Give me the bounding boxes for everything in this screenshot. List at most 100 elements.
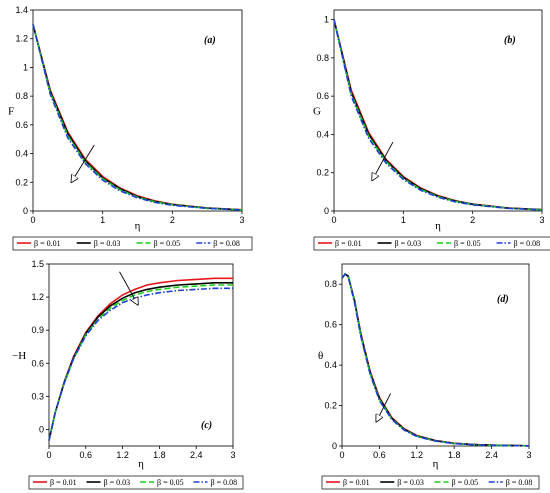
- x-tick-label: 3: [539, 215, 544, 225]
- legend-frame: [28, 475, 244, 490]
- y-tick-label: 0: [23, 206, 28, 216]
- trend-arrow: [119, 271, 138, 305]
- legend-label-4: β = 0.08: [514, 239, 541, 248]
- legend-label-2: β = 0.03: [397, 478, 424, 487]
- legend-label-4: β = 0.08: [506, 478, 533, 487]
- y-axis-label: F: [8, 106, 14, 118]
- legend-label-3: β = 0.05: [157, 478, 184, 487]
- x-axis-label: η: [435, 220, 441, 232]
- plot-frame: [333, 9, 543, 212]
- x-tick-label: 3: [526, 450, 531, 460]
- legend-label-3: β = 0.05: [454, 239, 481, 248]
- y-tick-label: 1.4: [15, 5, 28, 15]
- panel-c: 0 0.6 1.2 1.8 2.4 3 0 0.3 0.6 0.9 1.2 1.5 η −H (c) β = …: [12, 259, 244, 490]
- panel-a: 0 1 2 300.20.40.60.811.21.4ηF(a)β = 0.01 β =…: [8, 5, 253, 251]
- legend-label-3: β = 0.05: [154, 239, 181, 248]
- y-tick-label: 0: [324, 206, 329, 216]
- y-tick-label: 0: [39, 424, 44, 434]
- trend-arrow: [372, 141, 394, 180]
- series-line-2: [333, 19, 543, 211]
- y-axis-label: θ: [318, 350, 323, 362]
- y-tick-label: 1.5: [31, 259, 44, 269]
- series-line-2: [48, 281, 233, 441]
- panel-label: (b): [504, 35, 516, 46]
- x-axis-label: η: [135, 220, 141, 232]
- series-line-4: [341, 272, 530, 447]
- plot-frame: [32, 9, 243, 212]
- y-tick-label: 0.6: [316, 91, 329, 101]
- legend-label-3: β = 0.05: [452, 478, 479, 487]
- x-axis-label: η: [433, 458, 439, 470]
- plot-frame: [341, 263, 530, 447]
- x-tick-label: 2.4: [485, 450, 498, 460]
- y-tick-label: 1.2: [15, 34, 28, 44]
- y-tick-label: 0.4: [324, 360, 337, 370]
- y-axis-label: G: [313, 106, 321, 118]
- series-line-4: [333, 19, 543, 211]
- legend-label-4: β = 0.08: [211, 478, 238, 487]
- legend-label-1: β = 0.01: [335, 239, 362, 248]
- x-tick-label: 1.8: [448, 450, 461, 460]
- x-tick-label: 2.4: [190, 450, 203, 460]
- legend: β = 0.01 β = 0.03 β = 0.05 β = 0.08: [321, 475, 540, 490]
- y-tick-label: 1.2: [31, 292, 44, 302]
- series-line-3: [48, 284, 233, 441]
- legend-label-2: β = 0.03: [94, 239, 121, 248]
- y-tick-label: 1: [23, 62, 28, 72]
- y-axis-label: −H: [12, 350, 26, 362]
- legend-label-1: β = 0.01: [34, 239, 61, 248]
- y-tick-label: 0.6: [31, 358, 44, 368]
- x-tick-label: 1: [401, 215, 406, 225]
- legend: β = 0.01 β = 0.03 β = 0.05 β = 0.08: [28, 475, 244, 490]
- panel-d: 0 0.6 1.2 1.8 2.4 3 0 0.2 0.4 0.6 0.8 η θ (d) β = 0.01…: [318, 263, 540, 490]
- x-tick-label: 1: [100, 215, 105, 225]
- y-tick-label: 0.2: [324, 401, 337, 411]
- x-tick-label: 1.8: [153, 450, 166, 460]
- legend-label-1: β = 0.01: [343, 478, 370, 487]
- x-tick-label: 0: [30, 215, 35, 225]
- trend-arrow: [71, 144, 95, 182]
- x-axis-label: η: [138, 458, 144, 470]
- x-tick-label: 2: [470, 215, 475, 225]
- legend-label-2: β = 0.03: [395, 239, 422, 248]
- series-line-4: [48, 287, 233, 441]
- series-line-4: [32, 24, 243, 211]
- y-tick-label: 0.8: [324, 279, 337, 289]
- series-line-1: [48, 277, 233, 441]
- y-tick-label: 1: [324, 15, 329, 25]
- trend-arrow: [376, 393, 392, 421]
- legend-label-1: β = 0.01: [50, 478, 77, 487]
- y-tick-label: 0.2: [316, 168, 329, 178]
- legend-frame: [313, 236, 550, 251]
- x-tick-label: 0: [339, 450, 344, 460]
- x-tick-label: 3: [230, 450, 235, 460]
- x-tick-label: 0.6: [80, 450, 93, 460]
- series-line-2: [32, 24, 243, 211]
- x-tick-label: 3: [239, 215, 244, 225]
- legend-label-4: β = 0.08: [213, 239, 240, 248]
- y-tick-label: 0.2: [15, 177, 28, 187]
- y-tick-label: 0.4: [15, 149, 28, 159]
- series-line-3: [333, 19, 543, 211]
- y-tick-label: 0: [332, 441, 337, 451]
- y-tick-label: 0.6: [324, 320, 337, 330]
- y-tick-label: 0.6: [15, 120, 28, 130]
- legend-frame: [12, 236, 253, 251]
- x-tick-label: 1.2: [411, 450, 424, 460]
- series-line-1: [32, 24, 243, 211]
- series-line-1: [333, 19, 543, 211]
- y-tick-label: 0.9: [31, 325, 44, 335]
- series-line-3: [32, 24, 243, 211]
- legend: β = 0.01 β = 0.03 β = 0.05 β = 0.08: [313, 236, 550, 251]
- x-tick-label: 0: [331, 215, 336, 225]
- x-tick-label: 2: [170, 215, 175, 225]
- y-tick-label: 0.4: [316, 129, 329, 139]
- x-tick-label: 1.2: [116, 450, 129, 460]
- panel-label: (d): [497, 294, 509, 305]
- legend: β = 0.01 β = 0.03 β = 0.05 β = 0.08: [12, 236, 253, 251]
- panel-label: (a): [204, 35, 216, 46]
- legend-frame: [321, 475, 540, 490]
- y-tick-label: 0.3: [31, 391, 44, 401]
